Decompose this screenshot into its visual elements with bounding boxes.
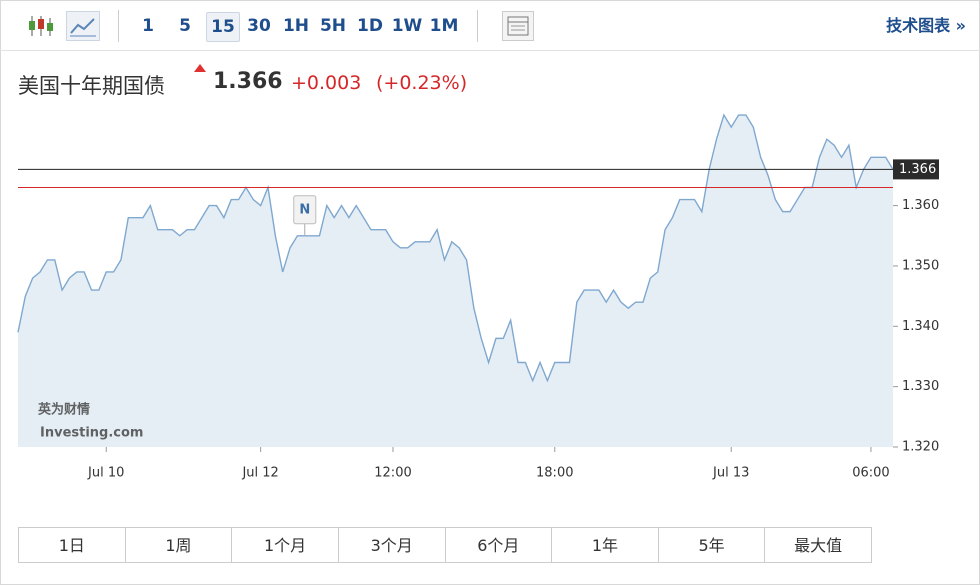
price-change: +0.003 — [291, 72, 362, 94]
instrument-name: 美国十年期国债 — [18, 74, 165, 98]
interval-button[interactable]: 1 — [142, 16, 154, 36]
last-price-tag — [893, 159, 939, 180]
last-price-label: 1.366 — [899, 162, 936, 177]
interval-button[interactable]: 30 — [247, 16, 271, 36]
price-change-percent: (+0.23%) — [376, 72, 468, 94]
range-button[interactable]: 最大值 — [764, 527, 872, 563]
range-button[interactable]: 1年 — [551, 527, 659, 563]
y-tick-label: 1.360 — [902, 198, 939, 213]
interval-button[interactable]: 1W — [391, 16, 423, 36]
x-tick-label: 18:00 — [536, 466, 573, 481]
interval-button[interactable]: 1D — [357, 16, 383, 36]
watermark-brand: 英为财情 — [37, 402, 90, 418]
interval-button[interactable]: 1H — [282, 16, 310, 36]
last-price: 1.366 — [213, 69, 283, 94]
interval-button[interactable]: 5H — [319, 16, 347, 36]
y-tick-label: 1.320 — [902, 440, 939, 455]
x-tick-label: 12:00 — [374, 466, 411, 481]
y-tick-label: 1.350 — [902, 258, 939, 273]
line — [17, 113, 894, 383]
x-tick-label: 06:00 — [852, 466, 889, 481]
range-button[interactable]: 6个月 — [444, 527, 553, 563]
separator — [477, 10, 478, 42]
technical-chart-link[interactable]: 技术图表 » — [886, 16, 966, 35]
event-marker-label: N — [299, 202, 310, 217]
x-tick-label: Jul 10 — [87, 466, 124, 481]
separator — [118, 10, 119, 42]
toolbar-divider — [0, 50, 980, 51]
event-marker — [293, 195, 317, 225]
y-tick-label: 1.340 — [902, 319, 939, 334]
interval-button[interactable]: 5 — [179, 16, 191, 36]
x-tick-label: Jul 13 — [712, 466, 749, 481]
area — [18, 115, 893, 447]
line-chart-icon[interactable] — [66, 11, 100, 41]
range-button[interactable]: 1日 — [18, 527, 126, 563]
up-arrow — [194, 64, 206, 72]
range-button[interactable]: 5年 — [657, 527, 766, 563]
range-button[interactable]: 3个月 — [337, 527, 446, 563]
interval-button[interactable]: 15 — [206, 12, 240, 42]
interval-button[interactable]: 1M — [429, 16, 459, 36]
candlestick-icon[interactable] — [28, 14, 54, 38]
range-button[interactable]: 1个月 — [231, 527, 339, 563]
chart: 1.320 1.330 1.340 1.350 1.360 Jul 10 Jul 12 12:… — [17, 103, 939, 481]
watermark-site: Investing.com — [40, 426, 143, 441]
x-tick-label: Jul 12 — [241, 466, 278, 481]
y-tick-label: 1.330 — [902, 379, 939, 394]
table-icon[interactable] — [502, 11, 534, 41]
range-button[interactable]: 1周 — [124, 527, 233, 563]
